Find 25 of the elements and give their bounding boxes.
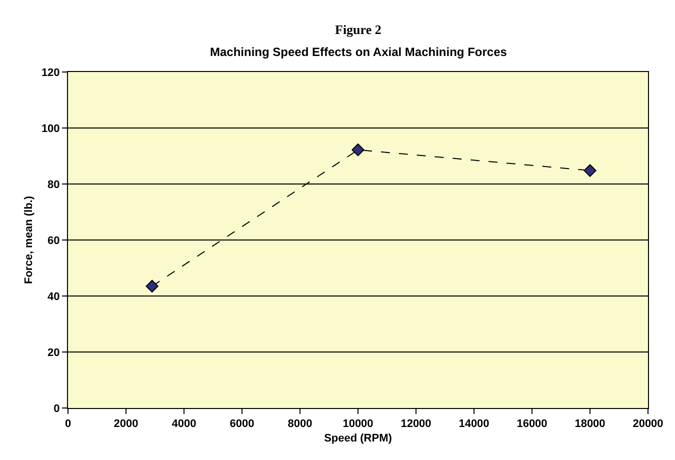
x-tick-label: 6000	[230, 418, 254, 430]
x-tick-label: 16000	[516, 418, 548, 430]
x-tick-label: 20000	[632, 418, 664, 430]
y-tick-label: 120	[41, 66, 60, 79]
y-tick-label: 40	[48, 290, 60, 303]
point	[352, 143, 364, 156]
x-tick-label: 10000	[342, 418, 374, 430]
chart-subtitle: Machining Speed Effects on Axial Machining Forces	[210, 45, 508, 59]
point	[584, 164, 596, 177]
y-tick-label: 60	[48, 234, 60, 247]
x-tick-label: 2000	[114, 418, 138, 430]
point	[146, 280, 158, 293]
y-tick-label: 100	[41, 122, 60, 135]
y-tick-label: 80	[48, 178, 60, 191]
y-axis-title: Force, mean (lb.)	[23, 196, 36, 284]
x-tick-label: 0	[64, 418, 72, 430]
y-tick-label: 20	[48, 346, 60, 359]
x-tick-label: 14000	[458, 418, 490, 430]
y-tick-label: 0	[54, 402, 60, 415]
x-tick-label: 12000	[400, 418, 432, 430]
x-axis-title: Speed (RPM)	[324, 432, 392, 444]
chart-title: Figure 2	[335, 22, 382, 37]
x-tick-label: 18000	[574, 418, 606, 430]
x-tick-label: 4000	[172, 418, 196, 430]
x-tick-label: 8000	[288, 418, 312, 430]
